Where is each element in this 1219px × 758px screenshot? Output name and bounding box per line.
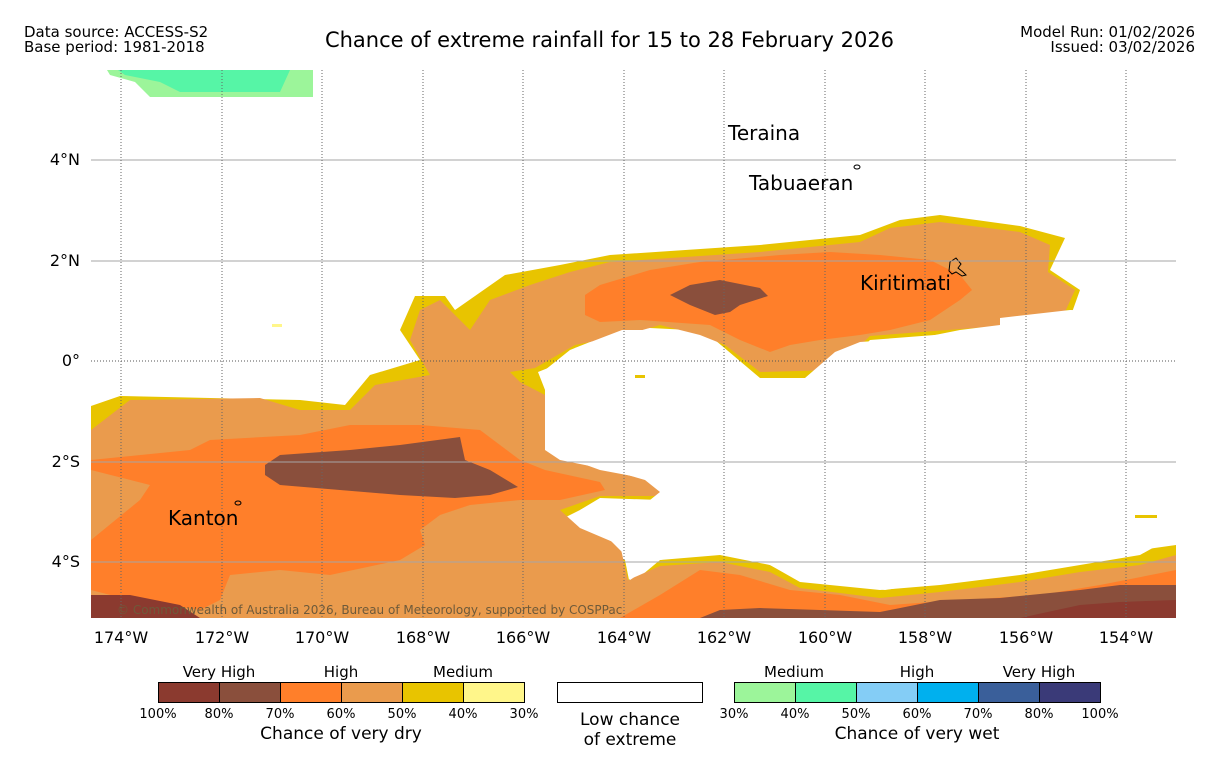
dry-pct-label: 30%: [509, 707, 539, 722]
dry-legend-swatch: [402, 682, 464, 703]
place-label-tabuaeran: Tabuaeran: [749, 171, 854, 195]
dry-legend-swatch: [463, 682, 525, 703]
lat-label-2s: 2°S: [51, 452, 80, 471]
wet-pct-label: 40%: [780, 707, 810, 722]
map-fill-layer: [91, 70, 1176, 618]
lon-label: 158°W: [897, 628, 953, 647]
dry-pct-label: 80%: [204, 707, 234, 722]
issued-text: Issued: 03/02/2026: [1050, 38, 1195, 56]
dry-legend-swatch: [158, 682, 220, 703]
dry-60-70-area-east: [585, 252, 972, 352]
dry-caption: Chance of very dry: [260, 724, 422, 744]
lon-label: 174°W: [93, 628, 149, 647]
meridian-lines: [120, 70, 1127, 618]
dry-legend-swatch: [341, 682, 403, 703]
lon-label: 160°W: [797, 628, 853, 647]
dry-category-medium: Medium: [433, 663, 493, 681]
wet-pct-label: 100%: [1081, 707, 1119, 722]
lon-label: 168°W: [395, 628, 451, 647]
wet-pct-label: 50%: [841, 707, 871, 722]
base-period-text: Base period: 1981-2018: [24, 38, 205, 56]
wet-pct-label: 30%: [719, 707, 749, 722]
wet-pct-label: 80%: [1024, 707, 1054, 722]
wet-caption: Chance of very wet: [834, 724, 1000, 744]
lat-label-4n: 4°N: [49, 150, 80, 169]
dry-80-100-area-south: [1020, 600, 1176, 618]
dry-70-80-area-west: [265, 437, 518, 498]
lat-label-0: 0°: [61, 351, 80, 370]
low-chance-area: [538, 310, 1176, 590]
low-chance-caption-line2: of extreme: [583, 730, 677, 750]
copyright-notice: © Commonwealth of Australia 2026, Bureau…: [117, 603, 623, 617]
dry-70-80-area-south: [700, 585, 1176, 618]
wet-legend-swatch: [795, 682, 857, 703]
wet-category-medium: Medium: [764, 663, 824, 681]
dry-pct-label: 70%: [265, 707, 295, 722]
lon-label: 154°W: [1098, 628, 1154, 647]
lon-label: 156°W: [998, 628, 1054, 647]
place-label-teraina: Teraina: [728, 121, 801, 145]
low-chance-swatch: [557, 682, 703, 703]
wet-legend-swatch: [978, 682, 1040, 703]
wet-legend-swatch: [734, 682, 796, 703]
lon-label: 164°W: [596, 628, 652, 647]
kiritimati-island: [948, 257, 967, 277]
data-source-text: Data source: ACCESS-S2: [24, 23, 209, 41]
wet-legend-swatch: [917, 682, 979, 703]
map-title: Chance of extreme rainfall for 15 to 28 …: [324, 28, 895, 52]
lon-label: 172°W: [194, 628, 250, 647]
lon-label: 170°W: [294, 628, 350, 647]
dry-legend-swatch: [219, 682, 281, 703]
dry-category-very-high: Very High: [182, 663, 256, 681]
wet-high-area: [118, 70, 290, 92]
dry-pct-label: 40%: [448, 707, 478, 722]
wet-category-high: High: [899, 663, 935, 681]
lon-label: 166°W: [495, 628, 551, 647]
low-chance-caption-line1: Low chance: [580, 710, 680, 730]
lat-label-4s: 4°S: [51, 552, 80, 571]
graticule: [91, 159, 1176, 563]
dry-pct-label: 100%: [139, 707, 177, 722]
place-label-kiritimati: Kiritimati: [860, 271, 951, 295]
lon-label: 162°W: [696, 628, 752, 647]
wet-legend-swatch: [856, 682, 918, 703]
dry-70-80-area-east: [670, 280, 768, 315]
dry-pct-label: 50%: [387, 707, 417, 722]
wet-pct-label: 60%: [902, 707, 932, 722]
lat-label-2n: 2°N: [49, 251, 80, 270]
dry-legend-swatch: [280, 682, 342, 703]
dry-pct-label: 60%: [326, 707, 356, 722]
wet-legend-swatch: [1039, 682, 1101, 703]
wet-pct-label: 70%: [963, 707, 993, 722]
tabuaeran-island: [853, 164, 861, 170]
dry-category-high: High: [323, 663, 359, 681]
place-label-kanton: Kanton: [168, 506, 239, 530]
dry-80-100-area-sw: [91, 595, 200, 618]
wet-category-very-high: Very High: [1002, 663, 1076, 681]
model-run-text: Model Run: 01/02/2026: [1020, 23, 1195, 41]
kanton-island: [234, 500, 242, 506]
